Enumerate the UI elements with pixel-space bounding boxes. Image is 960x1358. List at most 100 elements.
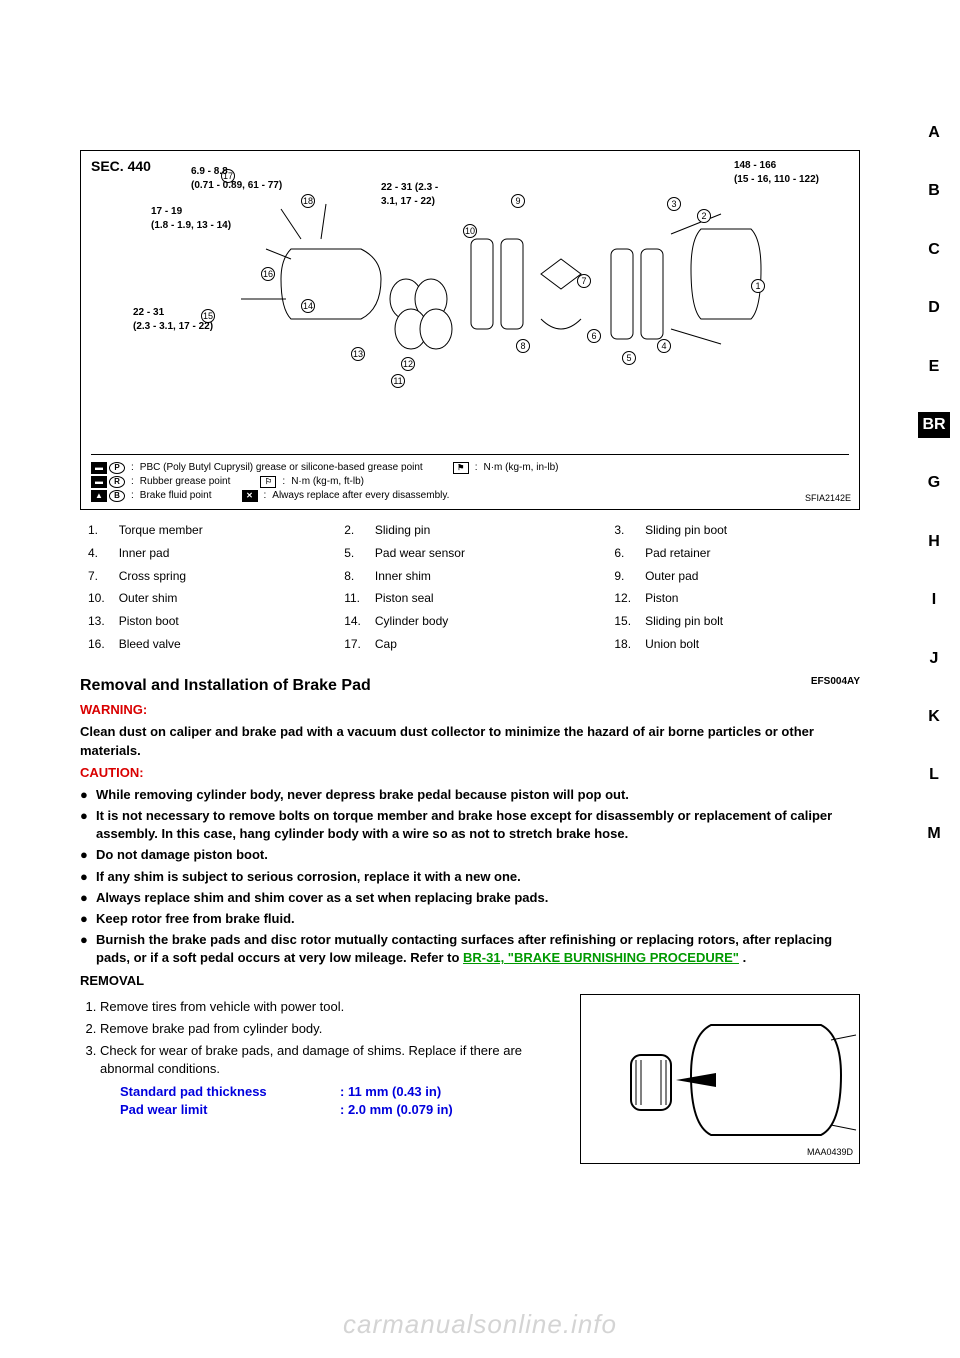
caution-item: Keep rotor free from brake fluid. (80, 910, 860, 928)
component-cell: Bleed valve (113, 634, 337, 655)
warning-label: WARNING: (80, 702, 147, 717)
marker-14: 14 (301, 299, 315, 313)
component-cell: Sliding pin boot (639, 520, 858, 541)
caution-list: While removing cylinder body, never depr… (80, 786, 860, 968)
caution-item: Always replace shim and shim cover as a … (80, 889, 860, 907)
torque-69: 6.9 - 8.8 (0.71 - 0.89, 61 - 77) (191, 165, 282, 193)
sidebar-item[interactable]: E (925, 354, 944, 380)
component-cell: Inner shim (369, 566, 606, 587)
diagram-image-code: SFIA2142E (805, 492, 851, 505)
component-cell: 15. (608, 611, 637, 632)
component-cell: 11. (338, 588, 367, 609)
component-cell: Pad wear sensor (369, 543, 606, 564)
marker-8: 8 (516, 339, 530, 353)
caution-item: Do not damage piston boot. (80, 846, 860, 864)
component-cell: Outer shim (113, 588, 337, 609)
sidebar-item[interactable]: I (928, 587, 940, 613)
xref-link[interactable]: BR-31, "BRAKE BURNISHING PROCEDURE" (463, 950, 739, 965)
component-cell: 14. (338, 611, 367, 632)
caution-item: If any shim is subject to serious corros… (80, 868, 860, 886)
legend-b: Brake fluid point (140, 489, 212, 503)
section-sidebar: A B C D E BR G H I J K L M (918, 120, 950, 847)
legend-nm-ftlb: N·m (kg-m, ft-lb) (291, 475, 364, 489)
torque-22a: 22 - 31 (2.3 - 3.1, 17 - 22) (381, 181, 438, 209)
component-cell: 9. (608, 566, 637, 587)
marker-3: 3 (667, 197, 681, 211)
diagram-drawing: 1 2 3 4 5 6 7 8 9 10 11 12 13 14 15 16 1… (231, 179, 791, 419)
marker-4: 4 (657, 339, 671, 353)
component-cell: 18. (608, 634, 637, 655)
component-cell: 1. (82, 520, 111, 541)
marker-11: 11 (391, 374, 405, 388)
component-cell: 10. (82, 588, 111, 609)
marker-12: 12 (401, 357, 415, 371)
sidebar-item[interactable]: H (924, 529, 944, 555)
component-cell: Pad retainer (639, 543, 858, 564)
component-cell: Inner pad (113, 543, 337, 564)
removal-heading: REMOVAL (80, 973, 144, 988)
torque-22b: 22 - 31 (2.3 - 3.1, 17 - 22) (133, 306, 213, 334)
component-cell: Piston boot (113, 611, 337, 632)
sidebar-item[interactable]: L (925, 762, 943, 788)
legend-replace: Always replace after every disassembly. (272, 489, 449, 503)
watermark: carmanualsonline.info (0, 1306, 960, 1342)
sidebar-item-active[interactable]: BR (918, 412, 949, 438)
component-cell: Union bolt (639, 634, 858, 655)
legend-p: PBC (Poly Butyl Cuprysil) grease or sili… (140, 461, 423, 475)
marker-1: 1 (751, 279, 765, 293)
component-cell: 6. (608, 543, 637, 564)
component-cell: 7. (82, 566, 111, 587)
sidebar-item[interactable]: A (924, 120, 944, 146)
component-cell: Torque member (113, 520, 337, 541)
component-cell: Outer pad (639, 566, 858, 587)
marker-5: 5 (622, 351, 636, 365)
component-cell: Cylinder body (369, 611, 606, 632)
component-cell: 3. (608, 520, 637, 541)
sidebar-item[interactable]: J (926, 646, 943, 672)
component-cell: 4. (82, 543, 111, 564)
caution-label: CAUTION: (80, 765, 144, 780)
component-cell: 13. (82, 611, 111, 632)
component-cell: Cap (369, 634, 606, 655)
legend-r: Rubber grease point (140, 475, 231, 489)
marker-16: 16 (261, 267, 275, 281)
marker-18: 18 (301, 194, 315, 208)
component-cell: Cross spring (113, 566, 337, 587)
diagram-section-label: SEC. 440 (91, 157, 151, 177)
caution-item: While removing cylinder body, never depr… (80, 786, 860, 804)
inset-code: MAA0439D (807, 1146, 853, 1159)
spec-row-1: Standard pad thickness : 11 mm (0.43 in) (80, 1083, 564, 1101)
warning-text: Clean dust on caliper and brake pad with… (80, 723, 860, 759)
caution-item: Burnish the brake pads and disc rotor mu… (80, 931, 860, 967)
component-cell: 5. (338, 543, 367, 564)
sidebar-item[interactable]: K (924, 704, 944, 730)
component-cell: Piston (639, 588, 858, 609)
spec-row-2: Pad wear limit : 2.0 mm (0.079 in) (80, 1101, 564, 1119)
marker-10: 10 (463, 224, 477, 238)
sidebar-item[interactable]: B (924, 178, 944, 204)
exploded-diagram: SEC. 440 (80, 150, 860, 510)
marker-9: 9 (511, 194, 525, 208)
component-cell: 2. (338, 520, 367, 541)
sidebar-item[interactable]: C (924, 237, 944, 263)
legend-nm-inlb: N·m (kg-m, in-lb) (483, 461, 558, 475)
sidebar-item[interactable]: G (924, 470, 944, 496)
components-table: 1.Torque member2.Sliding pin3.Sliding pi… (80, 518, 860, 657)
sidebar-item[interactable]: D (924, 295, 944, 321)
torque-148: 148 - 166 (15 - 16, 110 - 122) (734, 159, 819, 187)
component-cell: 8. (338, 566, 367, 587)
component-cell: 16. (82, 634, 111, 655)
marker-13: 13 (351, 347, 365, 361)
marker-7: 7 (577, 274, 591, 288)
component-cell: Sliding pin (369, 520, 606, 541)
component-cell: Piston seal (369, 588, 606, 609)
sidebar-item[interactable]: M (923, 821, 944, 847)
marker-6: 6 (587, 329, 601, 343)
component-cell: 12. (608, 588, 637, 609)
caution-item: It is not necessary to remove bolts on t… (80, 807, 860, 843)
marker-2: 2 (697, 209, 711, 223)
component-cell: Sliding pin bolt (639, 611, 858, 632)
procedure-title: Removal and Installation of Brake Pad EF… (80, 675, 860, 697)
inset-figure: MAA0439D (580, 994, 860, 1164)
procedure-id: EFS004AY (811, 675, 860, 689)
